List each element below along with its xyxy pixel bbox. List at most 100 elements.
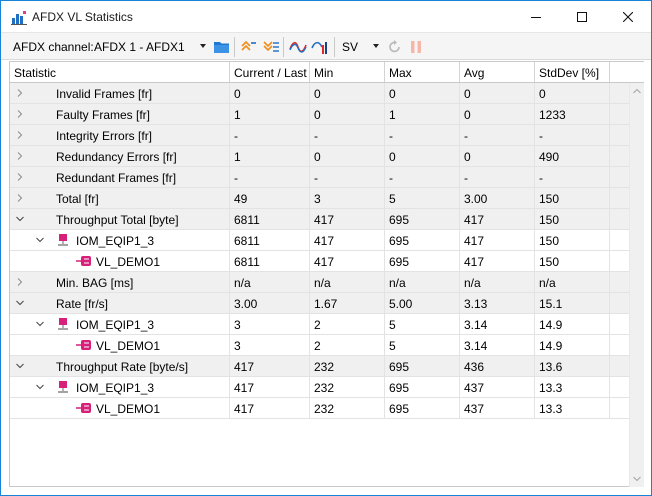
value-cell-max: 5	[385, 314, 460, 334]
filler-cell	[610, 167, 629, 187]
statistic-row[interactable]: Rate [fr/s] 3.00 1.67 5.00 3.13 15.1	[10, 293, 629, 314]
value-cell-max: 695	[385, 356, 460, 376]
statistic-row[interactable]: Integrity Errors [fr] - - - - -	[10, 125, 629, 146]
value-cell-min: -	[310, 125, 385, 145]
expand-all-icon[interactable]	[262, 38, 280, 56]
statistic-cell: Faulty Frames [fr]	[10, 104, 230, 124]
vertical-scrollbar[interactable]	[629, 83, 644, 487]
column-header-stddev[interactable]: StdDev [%]	[535, 62, 610, 82]
statistic-row[interactable]: Invalid Frames [fr] 0 0 0 0 0	[10, 83, 629, 104]
chevron-right-icon[interactable]	[14, 192, 26, 204]
value-cell-min: 1.67	[310, 293, 385, 313]
toolbar-separator	[283, 37, 284, 57]
chevron-right-icon[interactable]	[14, 276, 26, 288]
chevron-right-icon[interactable]	[14, 171, 26, 183]
value-cell-avg: 3.13	[460, 293, 535, 313]
device-label: IOM_EQIP1_3	[76, 381, 155, 395]
virtual-link-row[interactable]: VL_DEMO1 417 232 695 437 13.3	[10, 398, 629, 419]
value-cell-max: 1	[385, 104, 460, 124]
value-cell-current-last: 417	[230, 398, 310, 418]
value-cell-stddev: 14.9	[535, 335, 610, 355]
reset-icon[interactable]	[386, 38, 404, 56]
statistic-row[interactable]: Throughput Total [byte] 6811 417 695 417 150	[10, 209, 629, 230]
filler-cell	[610, 209, 629, 229]
minimize-button[interactable]	[513, 1, 559, 32]
chevron-down-icon[interactable]	[14, 297, 26, 309]
filler-cell	[610, 335, 629, 355]
value-cell-current-last: 3	[230, 335, 310, 355]
value-cell-min: -	[310, 167, 385, 187]
filler-cell	[610, 146, 629, 166]
column-header-max[interactable]: Max	[385, 62, 460, 82]
device-row[interactable]: IOM_EQIP1_3 6811 417 695 417 150	[10, 230, 629, 251]
chevron-down-icon[interactable]	[200, 44, 206, 48]
value-cell-current-last: 3.00	[230, 293, 310, 313]
chevron-down-icon[interactable]	[34, 234, 46, 246]
value-cell-max: 0	[385, 146, 460, 166]
chevron-down-icon[interactable]	[34, 381, 46, 393]
value-cell-stddev: n/a	[535, 272, 610, 292]
scroll-down-icon[interactable]	[633, 476, 641, 482]
statistics-grid: Statistic Current / Last Min Max Avg Std…	[9, 61, 644, 487]
value-cell-min: 417	[310, 251, 385, 271]
value-cell-avg: 437	[460, 398, 535, 418]
statistic-row[interactable]: Total [fr] 49 3 5 3.00 150	[10, 188, 629, 209]
value-cell-max: 5	[385, 188, 460, 208]
value-cell-min: 232	[310, 377, 385, 397]
column-header-statistic[interactable]: Statistic	[10, 62, 230, 82]
value-cell-avg: 0	[460, 104, 535, 124]
value-cell-min: 2	[310, 314, 385, 334]
close-button[interactable]	[605, 1, 651, 32]
pause-icon[interactable]	[407, 38, 425, 56]
chevron-down-icon[interactable]	[34, 318, 46, 330]
device-row[interactable]: IOM_EQIP1_3 417 232 695 437 13.3	[10, 377, 629, 398]
value-cell-avg: 417	[460, 251, 535, 271]
chevron-down-icon[interactable]	[14, 360, 26, 372]
folder-icon[interactable]	[213, 38, 231, 56]
value-cell-stddev: 0	[535, 83, 610, 103]
chevron-right-icon[interactable]	[14, 129, 26, 141]
virtual-link-icon	[76, 403, 91, 413]
filler-cell	[610, 398, 629, 418]
signal-wave-icon[interactable]	[289, 38, 307, 56]
chevron-right-icon[interactable]	[14, 108, 26, 120]
statistic-row[interactable]: Throughput Rate [byte/s] 417 232 695 436 13.6	[10, 356, 629, 377]
title-bar[interactable]: AFDX VL Statistics	[1, 1, 651, 32]
mode-dropdown[interactable]: SV	[342, 40, 359, 54]
statistic-cell: IOM_EQIP1_3	[10, 314, 230, 334]
filler-cell	[610, 251, 629, 271]
channel-dropdown[interactable]: AFDX 1 - AFDX1	[94, 40, 185, 54]
value-cell-current-last: 417	[230, 377, 310, 397]
chevron-right-icon[interactable]	[14, 150, 26, 162]
value-cell-min: n/a	[310, 272, 385, 292]
chevron-down-icon[interactable]	[14, 213, 26, 225]
maximize-button[interactable]	[559, 1, 605, 32]
column-header-avg[interactable]: Avg	[460, 62, 535, 82]
scroll-up-icon[interactable]	[633, 88, 641, 94]
collapse-all-icon[interactable]	[239, 38, 257, 56]
value-cell-avg: 437	[460, 377, 535, 397]
value-cell-min: 3	[310, 188, 385, 208]
statistic-row[interactable]: Min. BAG [ms] n/a n/a n/a n/a n/a	[10, 272, 629, 293]
virtual-link-row[interactable]: VL_DEMO1 3 2 5 3.14 14.9	[10, 335, 629, 356]
device-icon	[58, 318, 68, 330]
close-icon	[623, 11, 633, 22]
statistic-label: Faulty Frames [fr]	[56, 108, 151, 122]
statistic-row[interactable]: Faulty Frames [fr] 1 0 1 0 1233	[10, 104, 629, 125]
device-row[interactable]: IOM_EQIP1_3 3 2 5 3.14 14.9	[10, 314, 629, 335]
chevron-right-icon[interactable]	[14, 87, 26, 99]
column-header-min[interactable]: Min	[310, 62, 385, 82]
value-cell-avg: 3.14	[460, 335, 535, 355]
signal-bars-icon[interactable]	[311, 38, 329, 56]
statistic-row[interactable]: Redundancy Errors [fr] 1 0 0 0 490	[10, 146, 629, 167]
filler-cell	[610, 293, 629, 313]
device-icon	[58, 234, 68, 246]
value-cell-max: 5.00	[385, 293, 460, 313]
value-cell-avg: n/a	[460, 272, 535, 292]
virtual-link-row[interactable]: VL_DEMO1 6811 417 695 417 150	[10, 251, 629, 272]
statistic-row[interactable]: Redundant Frames [fr] - - - - -	[10, 167, 629, 188]
value-cell-current-last: -	[230, 125, 310, 145]
filler-cell	[610, 104, 629, 124]
chevron-down-icon[interactable]	[373, 44, 379, 48]
column-header-current-last[interactable]: Current / Last	[230, 62, 310, 82]
